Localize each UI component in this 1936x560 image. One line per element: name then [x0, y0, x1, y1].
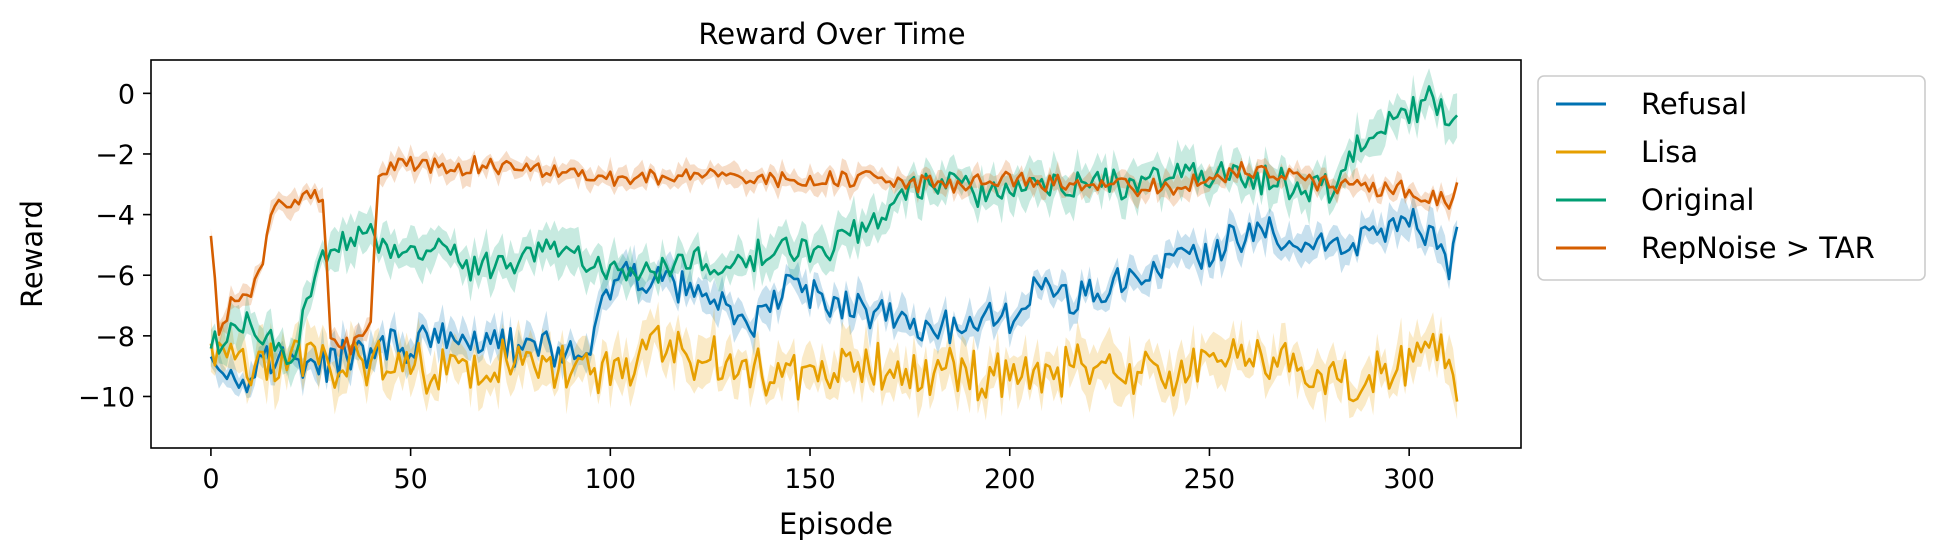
- chart-title: Reward Over Time: [698, 17, 965, 51]
- legend-label: Original: [1641, 183, 1754, 217]
- x-tick-label: 150: [784, 464, 836, 495]
- y-tick-label: −4: [95, 201, 135, 232]
- y-tick-label: −8: [95, 322, 135, 353]
- series-lines: [209, 85, 1459, 403]
- band-repnoise-tar: [210, 144, 1458, 360]
- legend-label: RepNoise > TAR: [1641, 231, 1875, 265]
- plot-frame: [150, 59, 1522, 449]
- band-lisa: [210, 301, 1458, 423]
- x-tick-label: 250: [1184, 464, 1236, 495]
- legend-label: Lisa: [1641, 135, 1698, 169]
- x-tick-label: 300: [1383, 464, 1435, 495]
- y-tick-label: 0: [118, 79, 135, 110]
- y-axis-label: Reward: [15, 200, 49, 308]
- y-tick-label: −6: [95, 261, 135, 292]
- y-tick-label: −10: [78, 382, 135, 413]
- x-tick-label: 200: [984, 464, 1036, 495]
- y-axis-ticks: 0 −2 −4 −6 −8 −10: [78, 79, 151, 413]
- x-tick-label: 100: [585, 464, 637, 495]
- x-tick-label: 0: [202, 464, 219, 495]
- y-tick-label: −2: [95, 140, 135, 171]
- band-original: [210, 68, 1458, 388]
- legend-frame: [1537, 75, 1926, 281]
- x-axis-ticks: 0 50 100 150 200 250 300: [202, 448, 1435, 495]
- legend-label: Refusal: [1641, 87, 1747, 121]
- line-repnoise-tar: [209, 155, 1459, 356]
- legend: Refusal Lisa Original RepNoise > TAR: [1537, 75, 1926, 281]
- x-tick-label: 50: [393, 464, 427, 495]
- line-lisa: [209, 324, 1459, 403]
- line-refusal: [209, 207, 1459, 394]
- x-axis-label: Episode: [779, 507, 893, 541]
